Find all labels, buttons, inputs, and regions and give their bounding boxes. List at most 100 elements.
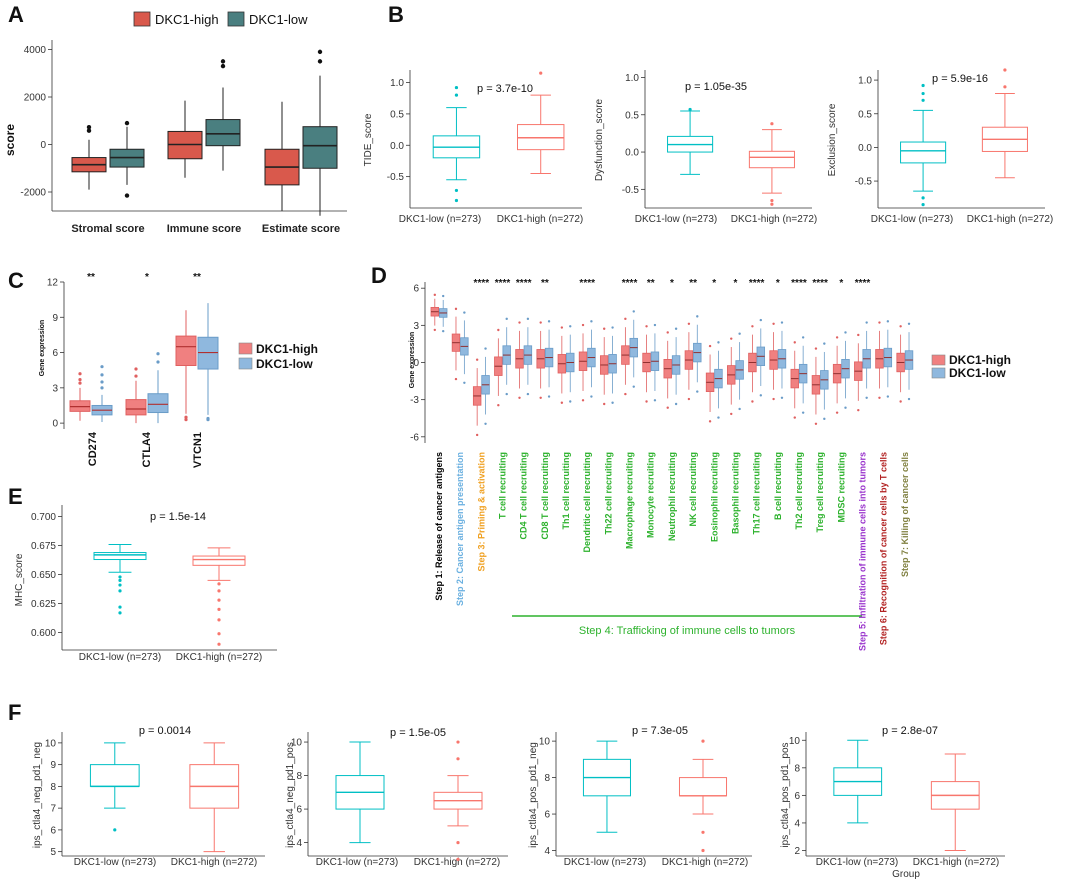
panel-a-box-1-2 (302, 49, 338, 216)
panel-d-box-0-5 (536, 321, 545, 399)
panel-d-box-0-17-outlier (793, 341, 796, 344)
panel-d-box-0-5-outlier (539, 396, 542, 399)
panel-d-box-1-12-outlier (696, 315, 699, 318)
panel-d-box-1-20 (862, 321, 871, 399)
panel-f4-ytick-label: 8 (794, 763, 800, 774)
panel-d-xtick-19: MDSC recruiting (836, 452, 846, 523)
panel-d-box-0-10-outlier (645, 325, 648, 328)
panel-d-box-1-9 (629, 310, 638, 388)
legend-label-high: DKC1-high (155, 12, 219, 27)
panel-f4-xtick-0: DKC1-low (n=273) (816, 857, 899, 868)
panel-d-xtick-4: CD4 T cell recruiting (519, 452, 529, 540)
panel-e-box-high-outlier (217, 607, 221, 612)
panel-d-box-1-12 (693, 315, 702, 393)
panel-d-box-0-15-outlier (751, 325, 754, 328)
panel-a-ytick-label: 0 (40, 140, 46, 151)
panel-c-sig-2: ** (193, 272, 201, 283)
panel-d-box-1-8 (608, 326, 617, 404)
panel-b3-xtick-1: DKC1-high (n=272) (967, 214, 1053, 225)
panel-a-box-1-2-outlier (317, 49, 323, 55)
panel-a-ytick-label: 4000 (24, 45, 47, 56)
panel-d-box-0-6-outlier (560, 401, 564, 404)
panel-a-box-1-1-outlier (220, 59, 226, 64)
panel-a-box-1-1 (205, 59, 241, 171)
panel-letter-f: F (8, 700, 21, 725)
panel-d-box-1-17 (798, 336, 808, 414)
panel-b2-box-low-outlier (688, 107, 692, 112)
panel-d-box-1-7-outlier (590, 320, 593, 323)
panel-f2-pvalue: p = 1.5e-05 (390, 727, 446, 739)
panel-f3-xtick-1: DKC1-high (n=272) (662, 857, 748, 868)
panel-d-box-0-4-outlier (518, 321, 521, 324)
panel-d-box-0-17-outlier (793, 416, 796, 419)
panel-d-sig-18: **** (812, 278, 828, 289)
panel-d-xtick-18: Treg cell recruiting (815, 452, 825, 533)
panel-d-ytick-label: 0 (413, 358, 419, 369)
panel-d-xtick-12: NK cell recruiting (688, 452, 698, 527)
panel-f4-ytick-label: 10 (789, 736, 801, 747)
panel-d-sig-10: ** (647, 278, 655, 289)
panel-d-box-1-1 (460, 311, 469, 385)
panel-d-box-1-7 (587, 320, 596, 398)
panel-c-box-1-0-outlier (100, 386, 104, 390)
panel-f2-box-high-outlier (456, 840, 460, 845)
panel-d-box-1-13 (714, 341, 723, 419)
panel-d-box-1-5-outlier (547, 395, 551, 398)
panel-c-xtick-1: CTLA4 (141, 431, 153, 467)
panel-d-box-1-1-outlier (463, 381, 466, 385)
panel-d-box-1-16-outlier (780, 321, 784, 324)
panel-f4-ytick-label: 4 (794, 818, 800, 829)
panel-d-box-1-20-outlier (865, 396, 868, 399)
panel-d-box-1-8-outlier (611, 326, 614, 329)
panel-b3-pvalue: p = 5.9e-16 (932, 73, 988, 85)
panel-d-box-1-19 (841, 331, 850, 409)
panel-d-box-0-19-outlier (835, 336, 839, 339)
panel-e-box-low (93, 543, 147, 615)
panel-d-box-0-21-outlier (878, 396, 881, 399)
panel-a-box-0-0 (71, 124, 107, 190)
panel-e-box-low-outlier (118, 578, 122, 583)
panel-d-box-1-11 (671, 327, 681, 406)
panel-d-box-0-10-outlier (645, 400, 648, 403)
panel-d-box-0-2-outlier (475, 358, 479, 361)
panel-d-box-0-10 (642, 325, 651, 403)
chart-marks: -2000 0 2000 4000 -0.5 0.0 0.5 1.0 -0.5 0.0 0.5 1.0… (20, 40, 1045, 861)
panel-d-box-0-3-outlier (497, 328, 500, 332)
panel-b3-ytick-label: 1.0 (858, 76, 872, 87)
panel-c-box-1-1-outlier (156, 360, 160, 364)
panel-d-box-1-11-outlier (674, 402, 678, 406)
panel-d-box-1-6 (566, 325, 575, 403)
panel-b3-box-high-outlier (1003, 68, 1007, 72)
panel-d-xtick-10: Monocyte recruiting (646, 452, 656, 538)
panel-d-box-1-7-outlier (590, 395, 593, 398)
panel-d-box-0-19 (832, 336, 842, 414)
panel-d-box-1-14-outlier (738, 332, 741, 335)
panel-d-xtick-11: Neutrophil recruiting (667, 452, 677, 541)
panel-b1-box-high (517, 71, 565, 174)
panel-d-box-0-19-outlier (835, 411, 839, 414)
panel-c-box-1-2 (197, 303, 219, 422)
panel-a-xtick-0: Stromal score (71, 223, 144, 235)
panel-d-box-1-1-outlier (463, 311, 466, 314)
panel-d-ylabel: Gene expression (409, 332, 416, 388)
panel-e-box-low-outlier (118, 575, 122, 579)
panel-letter-c: C (8, 268, 24, 293)
panel-d-box-0-12 (684, 322, 694, 401)
panel-f3-box-high-outlier (701, 830, 705, 834)
panel-b2-box-high-box (748, 150, 795, 169)
panel-b1-box-low (432, 85, 481, 203)
panel-d-ytick-label: 3 (413, 321, 419, 332)
panel-b2-ylabel: Dysfunction_score (594, 98, 605, 181)
panel-b1-ytick-label: -0.5 (387, 172, 405, 183)
panel-b1-box-low-outlier (454, 93, 459, 97)
panel-f4-ylabel: ips_ctla4_pos_pd1_pos (780, 742, 791, 847)
panel-c-ytick-label: 9 (52, 313, 58, 324)
panel-b2-xtick-1: DKC1-high (n=272) (731, 214, 817, 225)
panel-d-xtick-8: Th22 cell recruiting (603, 452, 613, 535)
panel-b3-ylabel: Exclusion_score (827, 103, 838, 176)
panel-a-box-1-1-outlier (220, 63, 226, 69)
panel-d-box-1-19-outlier (844, 406, 847, 409)
panel-d-box-0-16-outlier (772, 397, 775, 401)
panel-b2-box-high-outlier (770, 202, 774, 206)
